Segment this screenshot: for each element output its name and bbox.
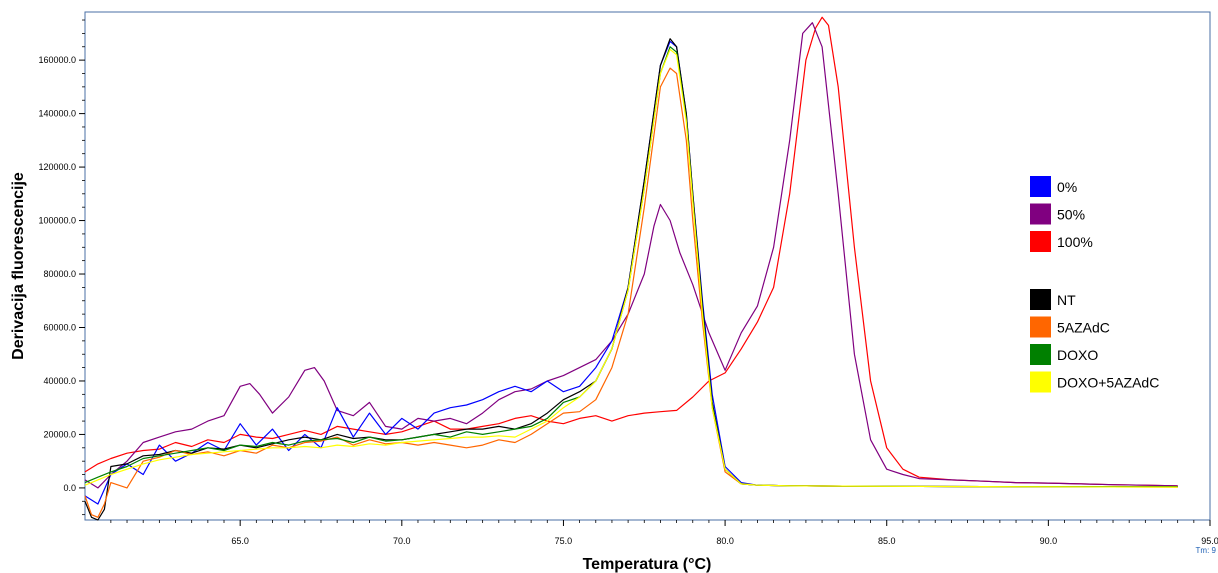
axis-layer: 65.0 70.0 75.0 80.0 85.0 90.0 95.0 0.0 20000.0 40…: [38, 19, 1218, 546]
legend: 0% 50% 100% NT 5AZAdC DOXO DOXO+5AZAdC: [1030, 176, 1159, 393]
legend-swatch-0-1: [1030, 203, 1051, 225]
legend-label-0-0: 0%: [1057, 179, 1077, 195]
series-line-6: [84, 48, 1178, 488]
y-tick-label-0: 0.0: [63, 483, 76, 493]
corner-label: Tm: 9: [1196, 546, 1217, 555]
x-tick-label-1: 70.0: [393, 536, 411, 546]
legend-label-1-1: 5AZAdC: [1057, 320, 1110, 336]
legend-label-1-2: DOXO: [1057, 347, 1098, 363]
x-tick-label-6: 95.0: [1201, 536, 1218, 546]
x-tick-label-0: 65.0: [231, 536, 249, 546]
x-axis-title: Temperatura (°C): [583, 556, 712, 573]
x-tick-label-5: 90.0: [1040, 536, 1058, 546]
legend-label-0-2: 100%: [1057, 234, 1093, 250]
y-tick-label-5: 100000.0: [38, 216, 76, 226]
series-layer: [84, 16, 1178, 521]
y-tick-label-7: 140000.0: [38, 109, 76, 119]
legend-swatch-0-0: [1030, 176, 1051, 197]
series-line-1: [84, 22, 1178, 489]
y-tick-label-1: 20000.0: [43, 429, 76, 439]
legend-label-0-1: 50%: [1057, 207, 1085, 223]
y-tick-label-3: 60000.0: [43, 322, 76, 332]
x-tick-label-2: 75.0: [555, 536, 573, 546]
legend-swatch-0-2: [1030, 231, 1051, 252]
series-line-2: [84, 40, 1178, 505]
legend-label-1-3: DOXO+5AZAdC: [1057, 375, 1159, 391]
y-tick-label-4: 80000.0: [43, 269, 76, 279]
x-tick-label-3: 80.0: [716, 536, 734, 546]
legend-swatch-1-0: [1030, 289, 1051, 310]
y-tick-label-8: 160000.0: [38, 55, 76, 65]
legend-swatch-1-2: [1030, 344, 1051, 365]
legend-label-1-0: NT: [1057, 292, 1076, 308]
y-tick-label-2: 40000.0: [43, 376, 76, 386]
y-axis-title: Derivacija fluorescencije: [10, 172, 27, 360]
plot-background: [84, 11, 1211, 521]
y-tick-label-6: 120000.0: [38, 162, 76, 172]
legend-swatch-1-3: [1030, 371, 1051, 393]
series-line-0: [84, 16, 1178, 487]
x-tick-label-4: 85.0: [878, 536, 896, 546]
legend-swatch-1-1: [1030, 316, 1051, 338]
